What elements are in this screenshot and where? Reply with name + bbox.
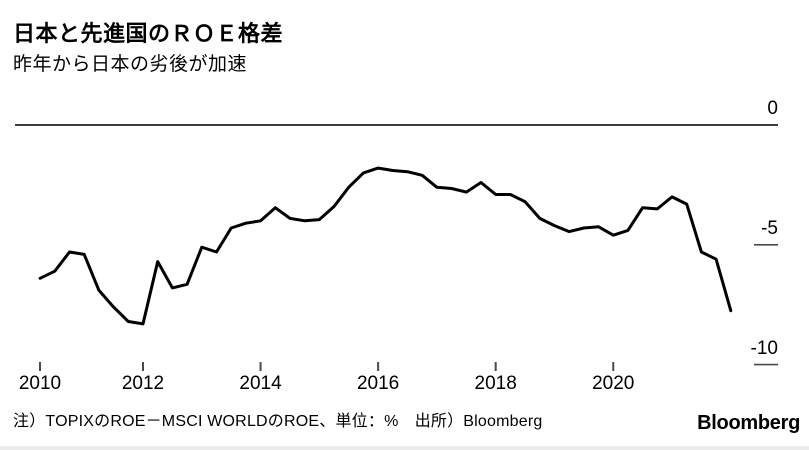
- y-axis-tick-label-minus10: -10: [750, 337, 778, 359]
- x-axis-tick-label-2014: 2014: [239, 373, 282, 394]
- x-axis-tick-label-2016: 2016: [356, 373, 400, 394]
- x-axis-tick-label-2010: 2010: [18, 373, 62, 394]
- chart-subtitle: 昨年から日本の劣後が加速: [13, 54, 248, 75]
- y-axis-tick-label-0: 0: [767, 98, 778, 119]
- x-axis-tick-label-2020: 2020: [592, 373, 635, 394]
- chart-title: 日本と先進国のＲＯＥ格差: [13, 21, 284, 46]
- x-axis-tick-label-2018: 2018: [474, 373, 517, 394]
- bottom-border: [0, 446, 809, 450]
- x-axis-tick-label-2012: 2012: [121, 373, 165, 394]
- bloomberg-logo: Bloomberg: [697, 412, 800, 434]
- source-note: 注）TOPIXのROE－MSCI WORLDのROE、単位：% 出所）Bloom…: [13, 413, 543, 430]
- y-axis-tick-label-minus5: -5: [761, 217, 778, 239]
- roe-gap-line-series: [38, 166, 733, 326]
